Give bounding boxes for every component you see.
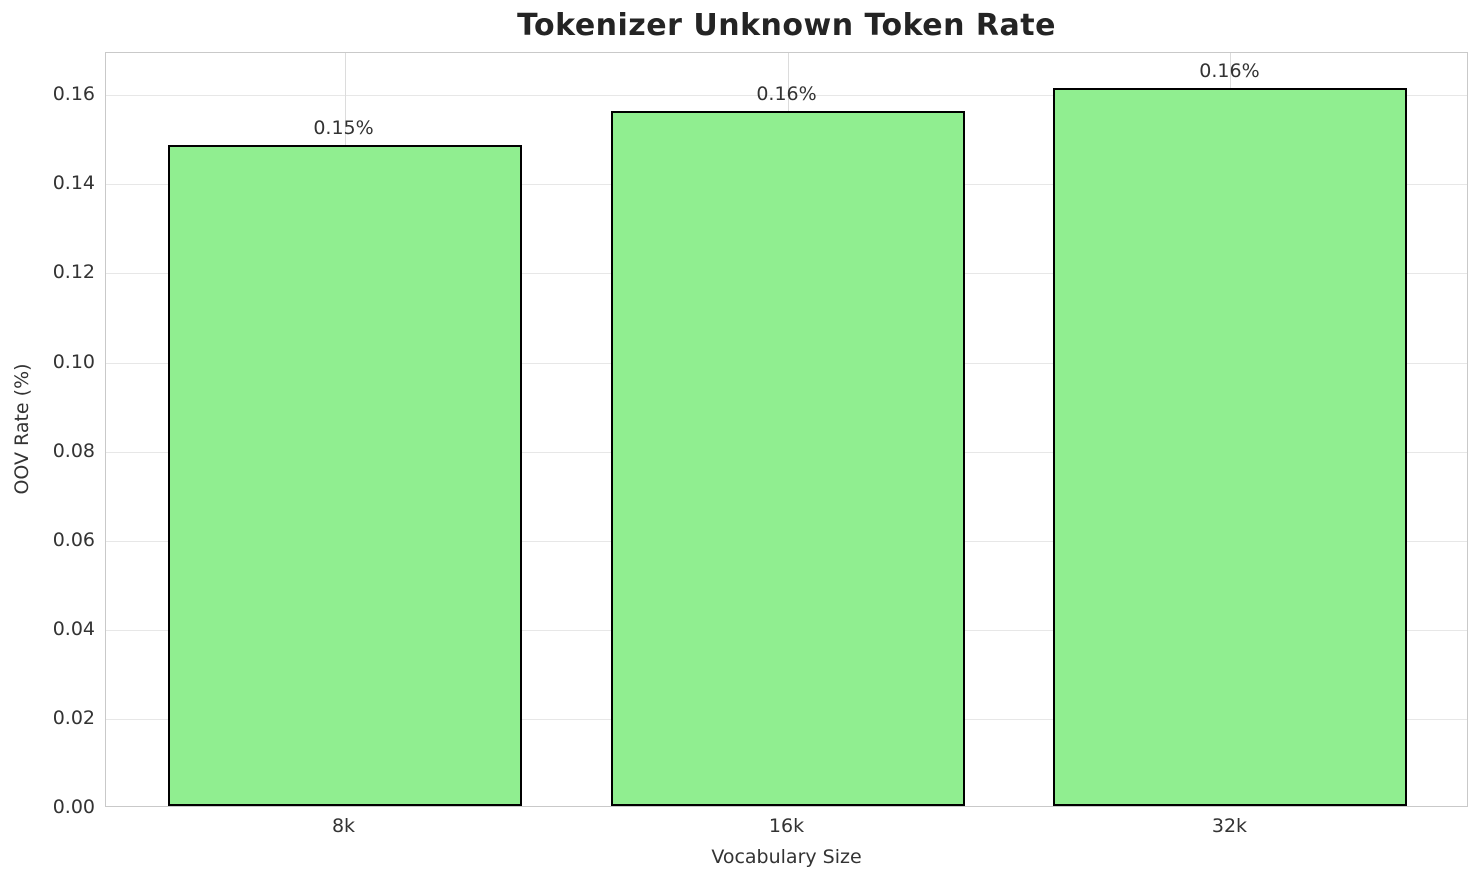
bar-32k bbox=[1053, 88, 1407, 806]
y-gridline bbox=[106, 95, 1467, 97]
y-tick-label: 0.02 bbox=[52, 706, 95, 729]
y-tick-label: 0.14 bbox=[52, 172, 95, 195]
y-tick-label: 0.08 bbox=[52, 439, 95, 462]
y-tick-label: 0.06 bbox=[52, 528, 95, 551]
bar-16k bbox=[611, 111, 965, 806]
chart-title: Tokenizer Unknown Token Rate bbox=[517, 8, 1056, 43]
y-tick-label: 0.16 bbox=[52, 83, 95, 106]
y-tick-label: 0.10 bbox=[52, 350, 95, 373]
bar-8k bbox=[168, 145, 522, 806]
bar-value-label: 0.16% bbox=[1199, 60, 1260, 82]
bar-value-label: 0.16% bbox=[756, 83, 817, 105]
x-tick-label-16k: 16k bbox=[768, 815, 805, 837]
x-tick-label-32k: 32k bbox=[1211, 815, 1248, 837]
x-axis-label: Vocabulary Size bbox=[711, 846, 862, 868]
y-tick-label: 0.04 bbox=[52, 617, 95, 640]
plot-area bbox=[105, 52, 1468, 807]
x-tick-label-8k: 8k bbox=[331, 815, 356, 837]
y-axis-label: OOV Rate (%) bbox=[11, 363, 33, 495]
y-tick-label: 0.12 bbox=[52, 261, 95, 284]
y-tick-label: 0.00 bbox=[52, 796, 95, 818]
bar-value-label: 0.15% bbox=[313, 117, 374, 139]
